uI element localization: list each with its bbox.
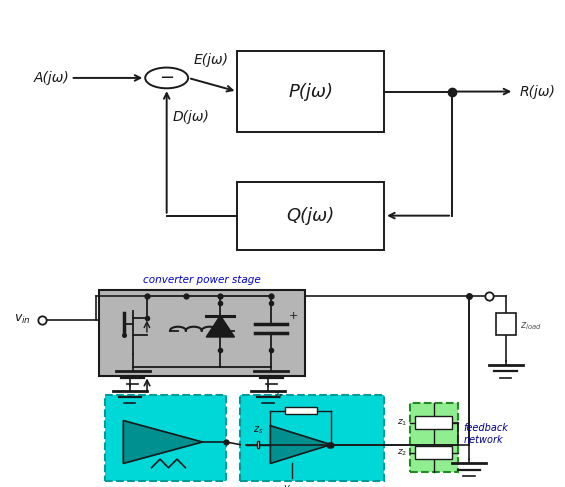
Polygon shape	[206, 316, 234, 337]
Polygon shape	[271, 426, 331, 464]
FancyBboxPatch shape	[105, 395, 226, 481]
FancyBboxPatch shape	[240, 395, 384, 481]
Text: feedback
network: feedback network	[463, 424, 508, 445]
Text: converter power stage: converter power stage	[143, 275, 261, 284]
Polygon shape	[123, 421, 202, 464]
Text: $v_{in}$: $v_{in}$	[14, 313, 31, 326]
Text: P(jω): P(jω)	[288, 83, 333, 100]
FancyBboxPatch shape	[410, 403, 458, 472]
Text: $z_{load}$: $z_{load}$	[520, 320, 541, 332]
Bar	[285, 407, 317, 414]
Text: $z_s$: $z_s$	[253, 424, 263, 436]
Bar	[237, 182, 384, 250]
Text: A(jω): A(jω)	[34, 71, 69, 85]
Bar	[496, 314, 516, 335]
Bar	[415, 416, 452, 429]
Text: D(jω): D(jω)	[172, 110, 209, 124]
Text: $z_2$: $z_2$	[397, 448, 407, 458]
Bar	[415, 447, 452, 459]
Bar	[99, 290, 305, 375]
Bar	[237, 51, 384, 132]
Text: −: −	[159, 69, 174, 87]
Text: R(jω): R(jω)	[520, 85, 555, 98]
Text: E(jω): E(jω)	[194, 53, 229, 67]
Text: +: +	[289, 311, 299, 320]
Bar	[257, 441, 259, 449]
Text: $z_1$: $z_1$	[397, 417, 407, 428]
Text: Q(jω): Q(jω)	[286, 206, 335, 225]
Text: $z_f$: $z_f$	[273, 390, 284, 402]
Text: $v_{ref}$: $v_{ref}$	[282, 483, 301, 487]
